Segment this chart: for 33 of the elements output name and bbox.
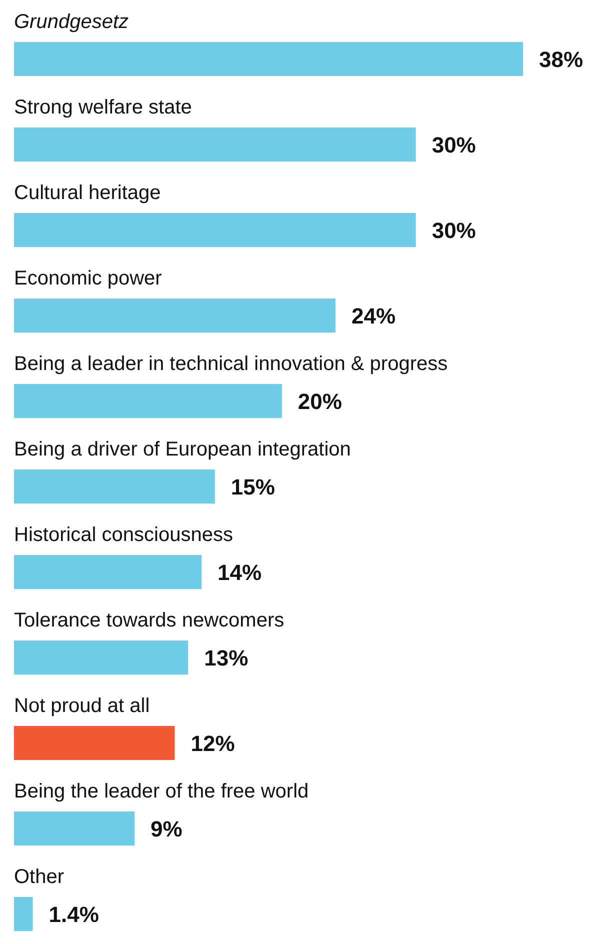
data-label: 30% (432, 218, 476, 243)
bar (14, 384, 282, 418)
y-tick-label: Being a leader in technical innovation & progress (14, 353, 448, 375)
data-label: 12% (190, 731, 235, 756)
bar (14, 128, 416, 162)
data-label: 38% (539, 47, 584, 72)
bar (14, 640, 188, 674)
data-label: 24% (351, 304, 396, 328)
bar (14, 555, 202, 589)
y-tick-label: Economic power (14, 268, 162, 290)
data-label: 15% (230, 474, 275, 500)
data-label: 14% (218, 560, 262, 585)
data-label: 30% (432, 132, 476, 158)
bar (14, 213, 416, 247)
bar (14, 812, 135, 846)
data-label: 20% (298, 389, 342, 414)
y-tick-label: Grundgesetz (14, 11, 129, 33)
bar (14, 726, 175, 760)
y-tick-label: Other (14, 866, 64, 888)
y-tick-label: Historical consciousness (14, 524, 233, 546)
data-label: 13% (204, 646, 248, 670)
y-tick-label: Being the leader of the free world (14, 780, 309, 802)
y-tick-label: Not proud at all (14, 695, 150, 717)
bar (14, 897, 33, 931)
bar (14, 298, 336, 332)
data-label: 1.4% (48, 902, 99, 927)
y-tick-label: Tolerance towards newcomers (14, 610, 284, 632)
y-tick-label: Cultural heritage (14, 182, 161, 204)
data-label: 9% (150, 816, 182, 842)
y-tick-label: Being a driver of European integration (14, 438, 351, 460)
bar (14, 470, 215, 504)
bar (14, 42, 523, 76)
y-tick-label: Strong welfare state (14, 96, 192, 118)
